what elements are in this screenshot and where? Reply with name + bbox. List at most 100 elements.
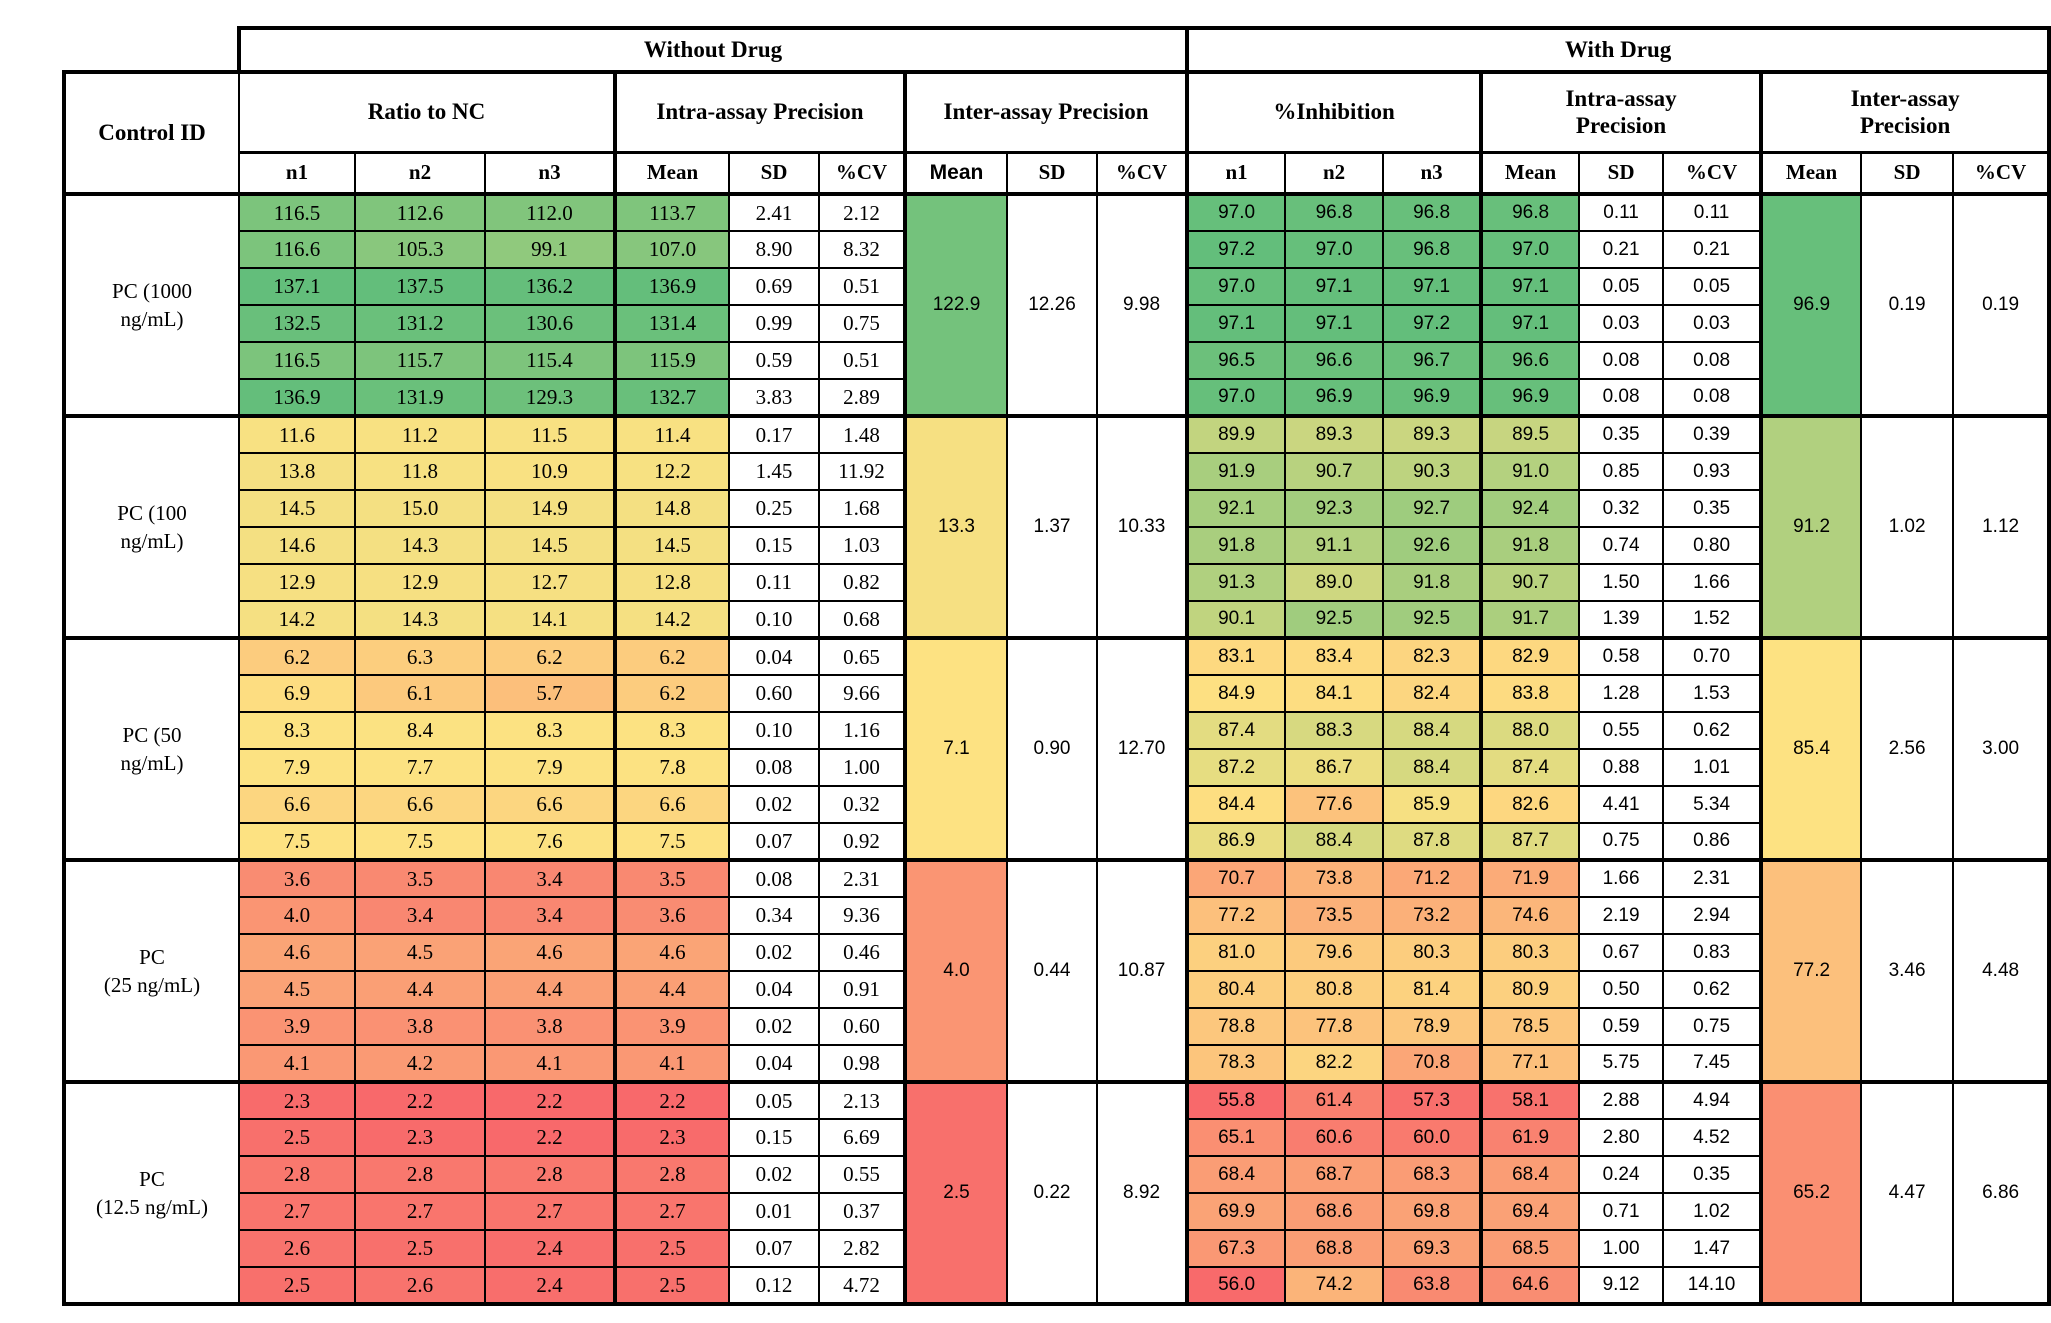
intra-mean-cell: 87.7 (1479, 822, 1581, 861)
intra-mean-cell: 78.5 (1479, 1007, 1581, 1046)
intra-mean-cell: 14.8 (613, 489, 730, 528)
ratio-n3-cell: 2.2 (484, 1118, 616, 1157)
intra-cv-cell: 4.72 (818, 1266, 906, 1306)
inhibition-n3-cell: 92.6 (1382, 526, 1483, 565)
inter-cv-cell: 4.48 (1952, 858, 2051, 1083)
ratio-n3-cell: 136.2 (484, 267, 616, 306)
col-header-sd-13: SD (1578, 151, 1665, 196)
inhibition-n2-cell: 86.7 (1284, 748, 1385, 787)
control-id-cell: PC (50 ng/mL) (62, 636, 240, 861)
inhibition-n2-cell: 77.6 (1284, 785, 1385, 824)
ratio-n2-cell: 6.6 (354, 785, 486, 824)
intra-sd-cell: 1.66 (1578, 858, 1665, 898)
ratio-n2-cell: 137.5 (354, 267, 486, 306)
inter-mean-cell: 13.3 (903, 414, 1008, 639)
inhibition-n2-cell: 97.1 (1284, 304, 1385, 343)
inhibition-n3-cell: 60.0 (1382, 1118, 1483, 1157)
ratio-n1-cell: 136.9 (238, 378, 356, 417)
ratio-n1-cell: 14.5 (238, 489, 356, 528)
intra-sd-cell: 0.15 (728, 526, 820, 565)
inhibition-n1-cell: 91.9 (1185, 452, 1287, 491)
intra-cv-cell: 1.03 (818, 526, 906, 565)
intra-mean-cell: 12.8 (613, 563, 730, 602)
inhibition-n3-cell: 70.8 (1382, 1044, 1483, 1083)
intra-mean-cell: 2.5 (613, 1229, 730, 1268)
intra-cv-cell: 2.12 (818, 192, 906, 232)
intra-sd-cell: 1.00 (1578, 1229, 1665, 1268)
inhibition-n3-cell: 80.3 (1382, 933, 1483, 972)
intra-cv-cell: 0.70 (1662, 636, 1763, 676)
intra-cv-cell: 0.21 (1662, 230, 1763, 269)
inhibition-n1-cell: 80.4 (1185, 970, 1287, 1009)
intra-sd-cell: 4.41 (1578, 785, 1665, 824)
inhibition-n2-cell: 61.4 (1284, 1080, 1385, 1120)
inter-cv-cell: 0.19 (1952, 192, 2051, 417)
intra-cv-cell: 0.03 (1662, 304, 1763, 343)
ratio-n3-cell: 10.9 (484, 452, 616, 491)
ratio-n2-cell: 2.2 (354, 1080, 486, 1120)
intra-sd-cell: 0.02 (728, 785, 820, 824)
intra-mean-cell: 131.4 (613, 304, 730, 343)
inhibition-n3-cell: 90.3 (1382, 452, 1483, 491)
intra-sd-cell: 0.67 (1578, 933, 1665, 972)
ratio-n2-cell: 14.3 (354, 600, 486, 639)
inhibition-n2-cell: 92.3 (1284, 489, 1385, 528)
inhibition-n2-cell: 92.5 (1284, 600, 1385, 639)
ratio-n1-cell: 2.7 (238, 1192, 356, 1231)
intra-cv-cell: 5.34 (1662, 785, 1763, 824)
intra-cv-cell: 4.52 (1662, 1118, 1763, 1157)
ratio-n3-cell: 4.4 (484, 970, 616, 1009)
ratio-n3-cell: 4.6 (484, 933, 616, 972)
ratio-n3-cell: 2.8 (484, 1155, 616, 1194)
inhibition-n3-cell: 97.2 (1382, 304, 1483, 343)
intra-mean-cell: 12.2 (613, 452, 730, 491)
inhibition-n3-cell: 85.9 (1382, 785, 1483, 824)
inhibition-n1-cell: 92.1 (1185, 489, 1287, 528)
intra-mean-cell: 4.4 (613, 970, 730, 1009)
ratio-n3-cell: 2.7 (484, 1192, 616, 1231)
inhibition-n3-cell: 87.8 (1382, 822, 1483, 861)
intra-cv-cell: 0.35 (1662, 489, 1763, 528)
inhibition-n2-cell: 83.4 (1284, 636, 1385, 676)
intra-cv-cell: 1.00 (818, 748, 906, 787)
intra-cv-cell: 2.94 (1662, 896, 1763, 935)
col-header-mean-3: Mean (613, 151, 730, 196)
intra-mean-cell: 80.9 (1479, 970, 1581, 1009)
ratio-n2-cell: 6.1 (354, 674, 486, 713)
intra-sd-cell: 0.69 (728, 267, 820, 306)
intra-sd-cell: 0.07 (728, 1229, 820, 1268)
intra-mean-cell: 2.5 (613, 1266, 730, 1306)
inhibition-n1-cell: 81.0 (1185, 933, 1287, 972)
blank-corner (64, 28, 239, 72)
intra-sd-cell: 0.04 (728, 970, 820, 1009)
col-header-n3-11: n3 (1382, 151, 1483, 196)
ratio-n2-cell: 2.7 (354, 1192, 486, 1231)
inhibition-n2-cell: 88.3 (1284, 711, 1385, 750)
inhibition-n3-cell: 71.2 (1382, 858, 1483, 898)
intra-cv-cell: 0.55 (818, 1155, 906, 1194)
ratio-n1-cell: 14.2 (238, 600, 356, 639)
intra-sd-cell: 0.10 (728, 711, 820, 750)
ratio-n1-cell: 3.6 (238, 858, 356, 898)
ratio-n3-cell: 2.2 (484, 1080, 616, 1120)
intra-cv-cell: 11.92 (818, 452, 906, 491)
control-id-cell: PC (100 ng/mL) (62, 414, 240, 639)
intra-sd-cell: 0.03 (1578, 304, 1665, 343)
intra-mean-cell: 115.9 (613, 341, 730, 380)
intra-sd-cell: 0.55 (1578, 711, 1665, 750)
col-header-mean-15: Mean (1759, 151, 1863, 196)
inter-mean-cell: 65.2 (1759, 1080, 1863, 1306)
intra-cv-cell: 1.02 (1662, 1192, 1763, 1231)
inhibition-n2-cell: 80.8 (1284, 970, 1385, 1009)
intra-cv-cell: 7.45 (1662, 1044, 1763, 1083)
col-header-sd-7: SD (1006, 151, 1098, 196)
intra-mean-cell: 97.1 (1479, 304, 1581, 343)
intra-sd-cell: 0.71 (1578, 1192, 1665, 1231)
inhibition-n3-cell: 96.8 (1382, 230, 1483, 269)
inhibition-n1-cell: 69.9 (1185, 1192, 1287, 1231)
inhibition-n1-cell: 83.1 (1185, 636, 1287, 676)
intra-sd-cell: 0.50 (1578, 970, 1665, 1009)
inhibition-n3-cell: 82.3 (1382, 636, 1483, 676)
ratio-n3-cell: 4.1 (484, 1044, 616, 1083)
ratio-n2-cell: 2.3 (354, 1118, 486, 1157)
